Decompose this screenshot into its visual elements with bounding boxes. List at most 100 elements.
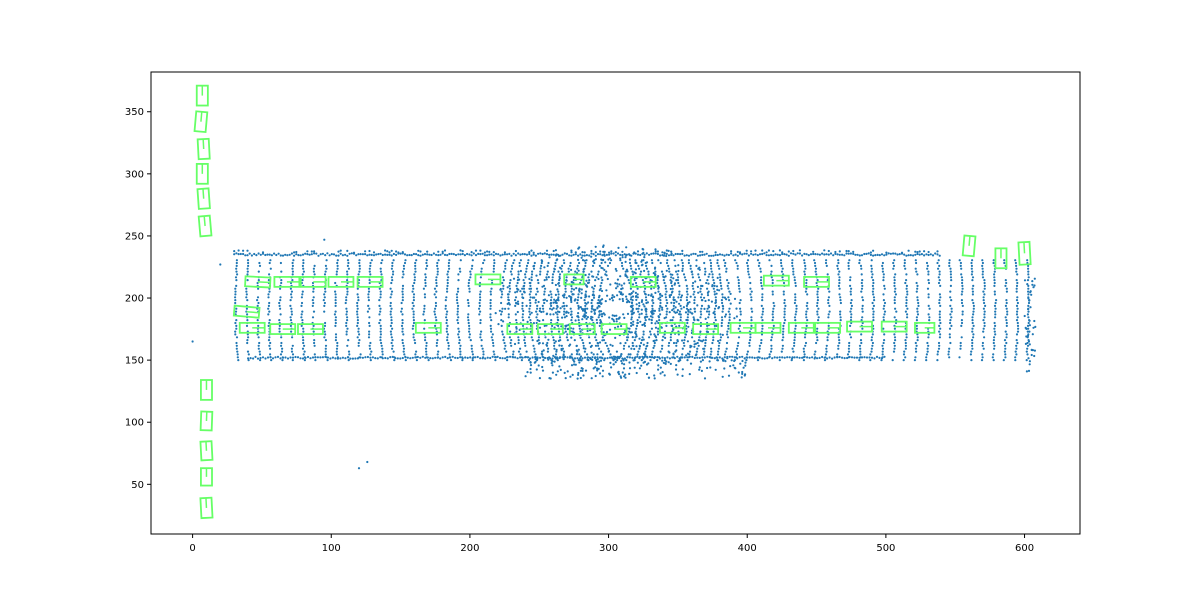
- data-point: [322, 253, 324, 255]
- data-point: [803, 259, 805, 261]
- data-point: [828, 291, 830, 293]
- data-point: [382, 254, 384, 256]
- data-point: [894, 279, 896, 281]
- data-point: [247, 259, 249, 261]
- data-point: [404, 262, 406, 264]
- data-point: [568, 254, 570, 256]
- data-point: [472, 359, 474, 361]
- data-point: [804, 262, 806, 264]
- data-point: [435, 316, 437, 318]
- data-point: [793, 342, 795, 344]
- data-point: [662, 336, 664, 338]
- data-point: [291, 268, 293, 270]
- data-point: [666, 311, 668, 313]
- data-point: [525, 356, 527, 358]
- data-point: [235, 311, 237, 313]
- bounding-box: [197, 164, 208, 184]
- data-point: [982, 345, 984, 347]
- data-point: [1028, 302, 1030, 304]
- data-point: [314, 345, 316, 347]
- data-point: [883, 333, 885, 335]
- data-point: [879, 254, 881, 256]
- data-point: [783, 302, 785, 304]
- data-point: [730, 252, 732, 254]
- data-point: [981, 259, 983, 261]
- data-point: [906, 313, 908, 315]
- data-point: [368, 322, 370, 324]
- data-point: [297, 254, 299, 256]
- data-point: [871, 259, 873, 261]
- data-point: [1016, 313, 1018, 315]
- data-point: [636, 372, 638, 374]
- data-point: [678, 291, 680, 293]
- data-point: [369, 273, 371, 275]
- data-point: [345, 308, 347, 310]
- data-point: [1004, 285, 1006, 287]
- data-point: [457, 273, 459, 275]
- data-point: [707, 316, 709, 318]
- data-point: [651, 262, 653, 264]
- data-point: [576, 302, 578, 304]
- data-point: [700, 313, 702, 315]
- data-point: [559, 277, 561, 279]
- data-point: [600, 302, 602, 304]
- data-point: [796, 356, 798, 358]
- data-point: [659, 302, 661, 304]
- data-point: [368, 333, 370, 335]
- data-point: [993, 336, 995, 338]
- data-point: [1026, 353, 1028, 355]
- data-point: [700, 325, 702, 327]
- data-point: [590, 302, 592, 304]
- y-tick-label: 150: [125, 356, 144, 367]
- data-point: [356, 305, 358, 307]
- data-point: [579, 328, 581, 330]
- data-point: [435, 279, 437, 281]
- data-point: [735, 262, 737, 264]
- data-point: [280, 313, 282, 315]
- data-point: [872, 333, 874, 335]
- data-point: [916, 288, 918, 290]
- data-point: [681, 253, 683, 255]
- data-point: [567, 339, 569, 341]
- data-point: [402, 322, 404, 324]
- data-point: [583, 313, 585, 315]
- data-point: [825, 348, 827, 350]
- data-point: [736, 353, 738, 355]
- data-point: [493, 262, 495, 264]
- data-point: [714, 316, 716, 318]
- data-point: [347, 262, 349, 264]
- data-point: [509, 279, 511, 281]
- data-point: [536, 313, 538, 315]
- data-point: [641, 299, 643, 301]
- data-point: [489, 316, 491, 318]
- data-point: [666, 299, 668, 301]
- data-point: [414, 271, 416, 273]
- data-point: [701, 285, 703, 287]
- data-point: [384, 249, 386, 251]
- data-point: [295, 251, 297, 253]
- data-point: [536, 368, 538, 370]
- data-point: [550, 254, 552, 256]
- data-point: [746, 262, 748, 264]
- data-point: [608, 254, 610, 256]
- data-point: [566, 305, 568, 307]
- data-point: [817, 296, 819, 298]
- data-point: [726, 333, 728, 335]
- data-point: [1006, 302, 1008, 304]
- data-point: [364, 253, 366, 255]
- data-point: [570, 262, 572, 264]
- data-point: [368, 288, 370, 290]
- data-point: [939, 322, 941, 324]
- data-point: [1027, 288, 1029, 290]
- data-point: [626, 336, 628, 338]
- data-point: [401, 308, 403, 310]
- data-point: [517, 336, 519, 338]
- data-point: [651, 259, 653, 261]
- data-point: [895, 293, 897, 295]
- data-point: [567, 328, 569, 330]
- data-point: [858, 262, 860, 264]
- data-point: [525, 268, 527, 270]
- data-point: [517, 282, 519, 284]
- data-point: [660, 372, 662, 374]
- data-point: [680, 319, 682, 321]
